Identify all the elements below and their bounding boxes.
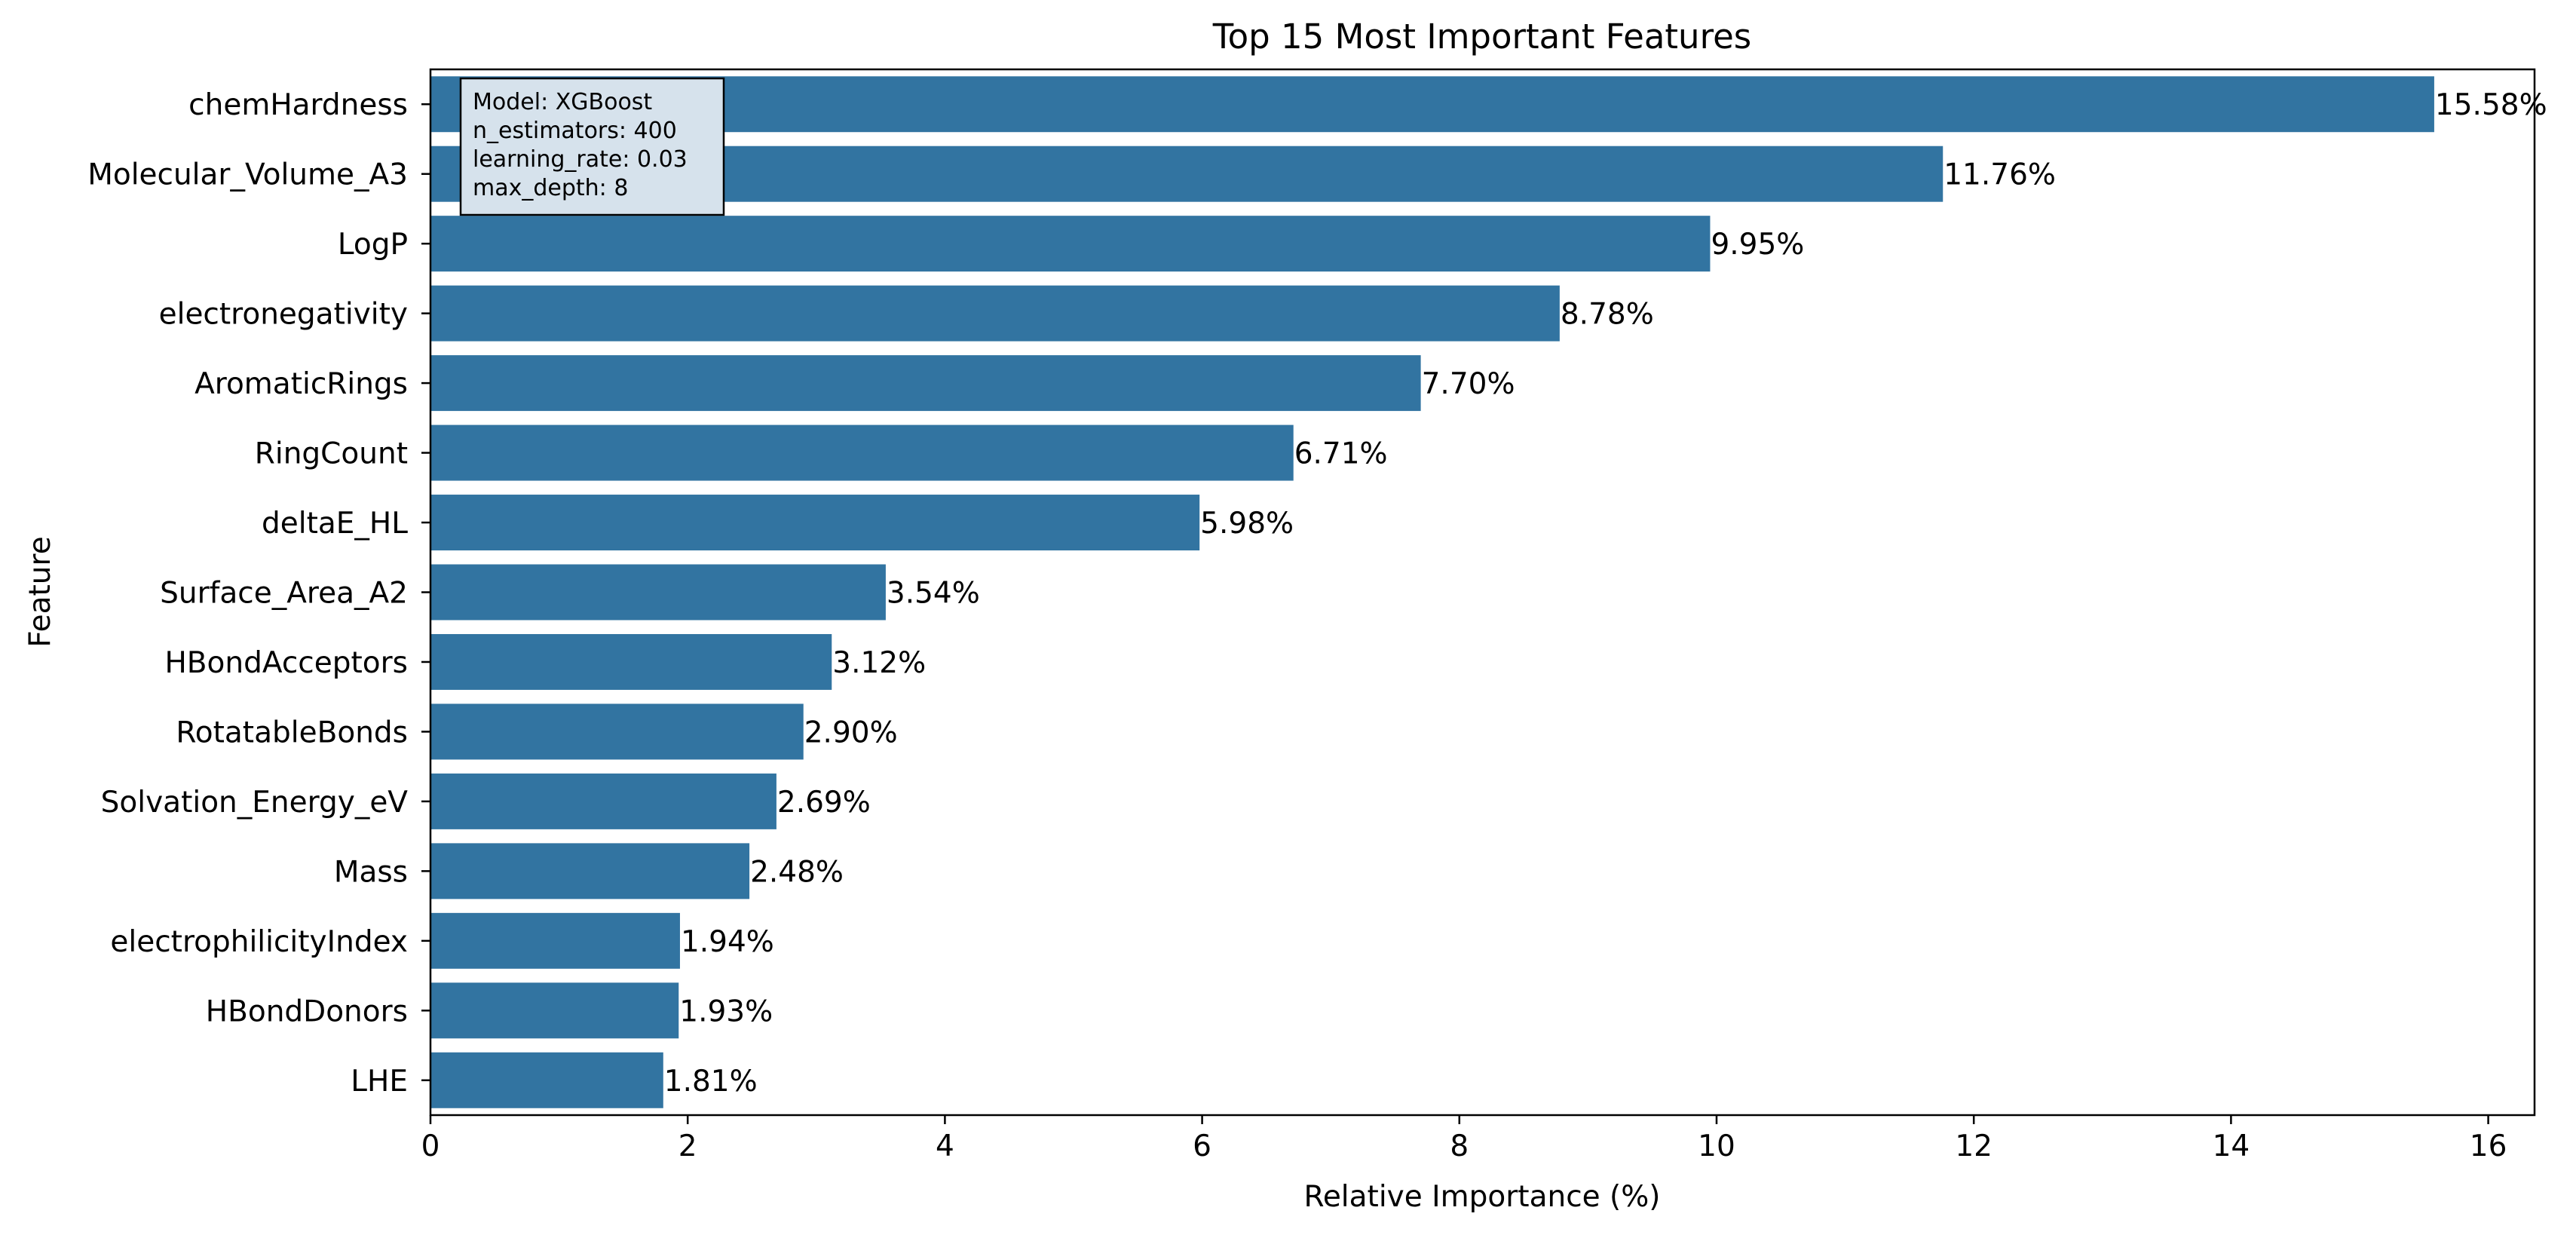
- value-label-solvation-energy-ev: 2.69%: [777, 786, 871, 820]
- y-tick-label-aromaticrings: AromaticRings: [195, 367, 408, 401]
- bar-hbondacceptors: [430, 633, 832, 690]
- bar-chemhardness: [430, 76, 2434, 133]
- value-label-surface-area-a2: 3.54%: [887, 577, 980, 611]
- x-tick-label-10: 10: [1698, 1129, 1735, 1163]
- annotation-line-learning-rate: learning_rate: 0.03: [473, 146, 688, 173]
- x-axis: 0 2 4 6 8 10 12 14 16: [421, 1115, 2507, 1163]
- y-tick-label-logp: LogP: [338, 228, 408, 262]
- bar-ringcount: [430, 424, 1294, 481]
- x-tick-label-2: 2: [678, 1129, 697, 1163]
- y-tick-label-chemhardness: chemHardness: [188, 88, 408, 122]
- bar-solvation-energy-ev: [430, 773, 776, 829]
- annotation-line-max-depth: max_depth: 8: [473, 175, 628, 201]
- y-tick-label-rotatablebonds: RotatableBonds: [176, 716, 408, 749]
- value-label-hbonddonors: 1.93%: [679, 994, 773, 1028]
- y-tick-label-molecular-volume-a3: Molecular_Volume_A3: [87, 158, 408, 192]
- y-tick-label-solvation-energy-ev: Solvation_Energy_eV: [101, 786, 409, 820]
- bar-lhe: [430, 1052, 663, 1108]
- y-tick-label-electrophilicityindex: electrophilicityIndex: [110, 925, 408, 959]
- y-tick-label-surface-area-a2: Surface_Area_A2: [160, 577, 408, 611]
- y-tick-label-mass: Mass: [334, 855, 408, 889]
- bar-rotatablebonds: [430, 703, 804, 760]
- y-tick-label-ringcount: RingCount: [255, 437, 408, 471]
- bar-electrophilicityindex: [430, 912, 680, 969]
- value-label-aromaticrings: 7.70%: [1422, 367, 1515, 401]
- bar-deltae-hl: [430, 495, 1200, 551]
- x-tick-label-12: 12: [1955, 1129, 1992, 1163]
- x-tick-label-8: 8: [1450, 1129, 1469, 1163]
- y-axis: chemHardness Molecular_Volume_A3 LogP elect…: [87, 88, 430, 1099]
- x-tick-label-4: 4: [936, 1129, 954, 1163]
- bar-electronegativity: [430, 285, 1560, 342]
- value-label-chemhardness: 15.58%: [2435, 88, 2547, 122]
- value-label-ringcount: 6.71%: [1294, 437, 1388, 471]
- chart-title: Top 15 Most Important Features: [1212, 17, 1751, 57]
- plot-frame: [429, 68, 2536, 1117]
- annotation-line-model: Model: XGBoost: [473, 89, 652, 115]
- value-label-electronegativity: 8.78%: [1561, 298, 1654, 332]
- value-label-hbondacceptors: 3.12%: [832, 646, 926, 680]
- value-label-electrophilicityindex: 1.94%: [681, 925, 774, 959]
- bar-surface-area-a2: [430, 564, 886, 621]
- value-label-mass: 2.48%: [750, 855, 844, 889]
- value-label-molecular-volume-a3: 11.76%: [1943, 158, 2056, 192]
- annotation-background: [459, 77, 725, 216]
- x-axis-label: Relative Importance (%): [1303, 1180, 1660, 1214]
- y-axis-label: Feature: [23, 536, 57, 647]
- bar-logp: [430, 216, 1711, 272]
- y-tick-label-hbonddonors: HBondDonors: [206, 994, 408, 1028]
- y-tick-label-lhe: LHE: [351, 1065, 408, 1099]
- x-tick-label-6: 6: [1193, 1129, 1211, 1163]
- bar-hbonddonors: [430, 982, 679, 1039]
- x-tick-label-16: 16: [2470, 1129, 2507, 1163]
- value-label-lhe: 1.81%: [664, 1065, 758, 1099]
- value-label-rotatablebonds: 2.90%: [804, 716, 898, 749]
- y-tick-label-electronegativity: electronegativity: [159, 298, 408, 332]
- value-label-logp: 9.95%: [1711, 228, 1804, 262]
- y-tick-label-hbondacceptors: HBondAcceptors: [164, 646, 408, 680]
- bar-mass: [430, 843, 750, 899]
- x-tick-label-14: 14: [2213, 1129, 2250, 1163]
- x-tick-label-0: 0: [421, 1129, 440, 1163]
- value-label-deltae-hl: 5.98%: [1200, 507, 1294, 541]
- y-tick-label-deltae-hl: deltaE_HL: [262, 507, 408, 541]
- bars-layer: [430, 76, 2434, 1108]
- annotation-line-n-estimators: n_estimators: 400: [473, 118, 677, 144]
- model-params-annotation: Model: XGBoost n_estimators: 400 learnin…: [459, 77, 725, 216]
- bar-aromaticrings: [430, 355, 1421, 412]
- value-labels-layer: 15.58% 11.76% 9.95% 8.78% 7.70% 6.71% 5.98% 3.5…: [664, 88, 2547, 1099]
